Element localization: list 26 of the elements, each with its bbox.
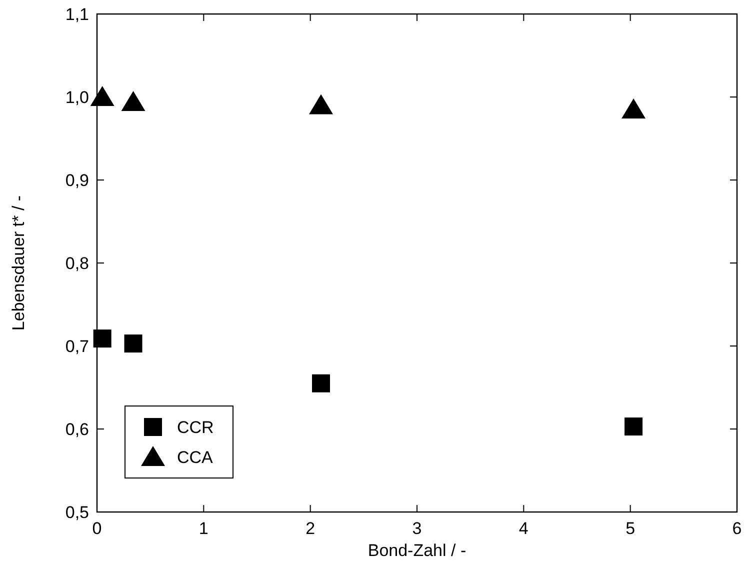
legend-label: CCR	[177, 418, 214, 437]
point	[312, 374, 330, 392]
y-tick-label: 0,8	[65, 254, 89, 273]
y-tick-label: 0,5	[65, 502, 89, 522]
legend-label: CCA	[177, 448, 214, 467]
y-axis-title: Lebensdauer t* / -	[9, 195, 28, 331]
point	[124, 334, 142, 353]
point	[90, 86, 114, 106]
point	[93, 330, 112, 348]
point	[309, 94, 333, 114]
y-tick-label: 0,6	[65, 420, 89, 439]
x-tick-label: 1	[198, 519, 208, 538]
x-tick-label: 4	[518, 519, 528, 538]
x-tick-label: 3	[412, 519, 422, 538]
point	[121, 90, 146, 111]
point	[622, 98, 646, 118]
y-tick-label: 0,9	[65, 170, 89, 190]
y-tick-label: 1,0	[65, 88, 89, 107]
y-tick-label: 1,1	[65, 4, 89, 24]
x-tick-label: 0	[92, 519, 102, 538]
x-tick-label: 5	[626, 519, 636, 538]
x-axis-title: Bond-Zahl / -	[368, 541, 466, 560]
y-tick-label: 0,7	[65, 336, 89, 356]
x-tick-label: 2	[306, 519, 316, 538]
point	[624, 418, 643, 436]
x-tick-label: 6	[732, 519, 742, 538]
